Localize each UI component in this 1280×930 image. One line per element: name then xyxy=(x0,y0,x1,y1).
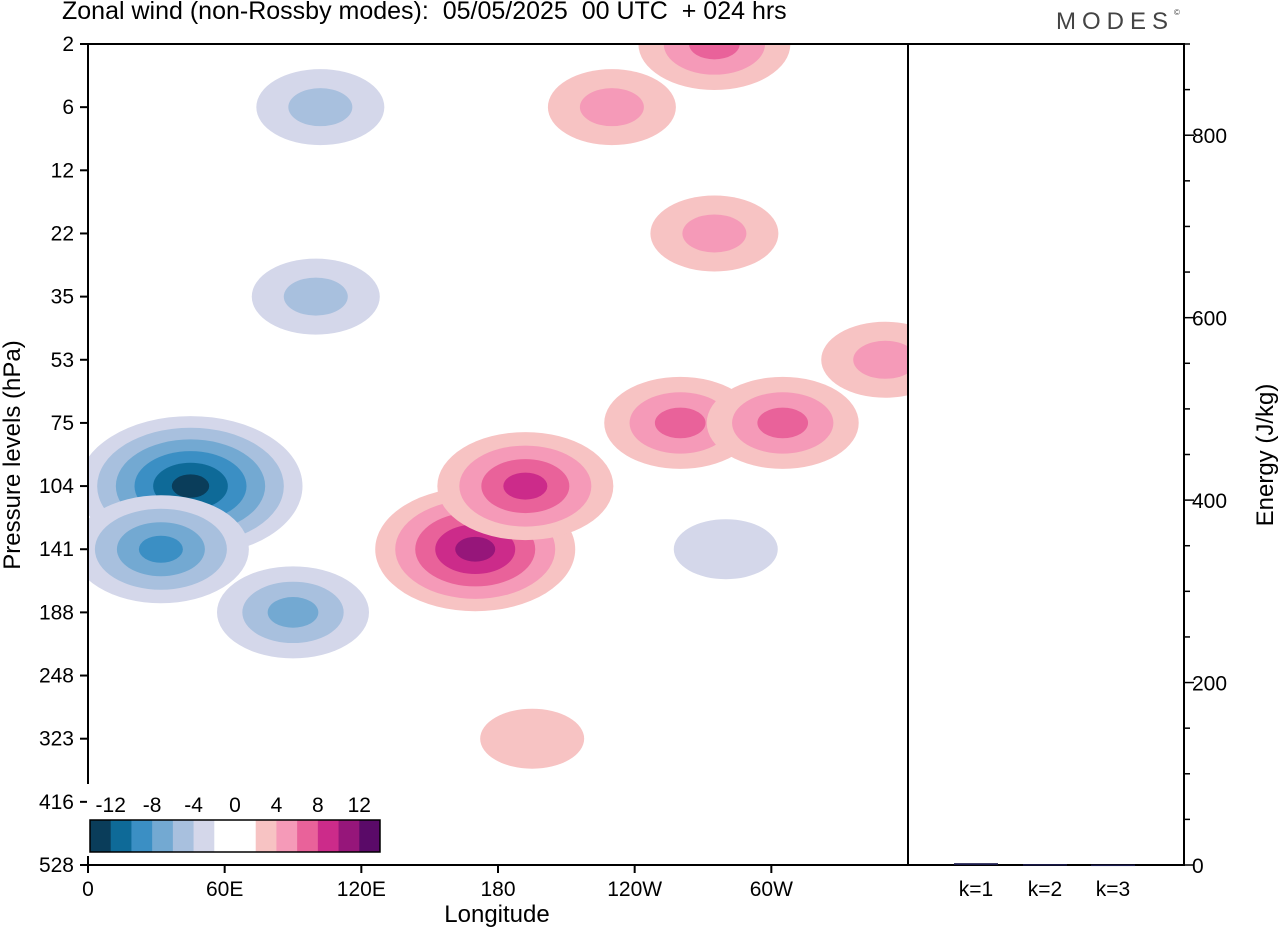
energy-tick-label: 400 xyxy=(1192,490,1227,513)
wind-anomaly-13 xyxy=(821,321,908,398)
x-tick-label: 120W xyxy=(607,878,662,901)
energy-plot-frame xyxy=(907,43,1185,866)
y-tick-label: 22 xyxy=(51,222,74,245)
colorbar-swatch xyxy=(338,820,360,852)
wind-anomaly-2 xyxy=(217,566,369,659)
energy-axis-label: Energy (J/kg) xyxy=(1252,384,1279,527)
wind-contour xyxy=(138,535,183,563)
y-tick-label: 248 xyxy=(39,665,74,688)
colorbar-swatch xyxy=(317,820,340,852)
colorbar-swatch xyxy=(255,820,277,852)
wind-anomaly-9 xyxy=(706,376,859,469)
wind-anomaly-10 xyxy=(547,69,676,146)
energy-category-label: k=3 xyxy=(1096,878,1130,901)
colorbar-swatch xyxy=(193,820,215,852)
y-tick-label: 416 xyxy=(39,791,74,814)
colorbar-swatch xyxy=(172,820,195,852)
colorbar-label: -8 xyxy=(143,794,162,817)
colorbar-swatch xyxy=(276,820,298,852)
energy-tick-label: 600 xyxy=(1192,308,1227,331)
y-tick-label: 188 xyxy=(39,601,74,624)
wind-anomaly-8 xyxy=(638,44,791,90)
wind-contour xyxy=(455,536,496,562)
wind-contour xyxy=(283,277,348,316)
wind-contour xyxy=(654,407,706,439)
energy-tick-label: 0 xyxy=(1192,855,1204,878)
x-axis-label: Longitude xyxy=(444,901,549,928)
y-axis-label: Pressure levels (hPa) xyxy=(0,340,26,569)
colorbar-label: 12 xyxy=(348,794,371,817)
wind-contour xyxy=(757,407,809,439)
x-tick-label: 60E xyxy=(206,878,243,901)
logo-mark: © xyxy=(1174,8,1180,17)
wind-anomaly-14 xyxy=(673,519,778,580)
wind-contour xyxy=(689,44,740,60)
y-tick-label: 35 xyxy=(51,286,74,309)
y-tick-label: 104 xyxy=(39,475,74,498)
energy-bar xyxy=(1091,864,1135,867)
y-tick-label: 53 xyxy=(51,349,74,372)
energy-axis: 0 200 400 600 800 xyxy=(1184,43,1227,878)
colorbar-frame xyxy=(89,819,381,853)
wind-contour xyxy=(267,597,319,628)
modes-logo: MODES© xyxy=(1056,8,1180,36)
x-tick-label: 60W xyxy=(750,878,793,901)
wind-anomaly-11 xyxy=(650,195,779,272)
x-tick-label: 0 xyxy=(82,878,94,901)
colorbar-label: -4 xyxy=(184,794,203,817)
colorbar-swatch xyxy=(297,820,319,852)
energy-bar xyxy=(954,863,998,865)
energy-bar xyxy=(1023,864,1067,866)
y-axis: 2 6 12 22 35 53 75 104 141 188 248 323 416 528 xyxy=(39,33,88,877)
wind-contour xyxy=(673,519,778,580)
colorbar-swatch xyxy=(214,820,236,852)
wind-anomaly-12 xyxy=(480,708,585,769)
energy-category-label: k=2 xyxy=(1028,878,1062,901)
wind-anomaly-3 xyxy=(251,258,380,335)
colorbar-swatch xyxy=(359,820,381,852)
energy-tick-label: 200 xyxy=(1192,673,1227,696)
energy-category-label: k=1 xyxy=(959,878,993,901)
colorbar-label: 0 xyxy=(229,794,241,817)
colorbar-swatch xyxy=(152,820,174,852)
energy-tick-label: 800 xyxy=(1192,125,1227,148)
y-tick-label: 12 xyxy=(51,159,74,182)
y-tick-label: 528 xyxy=(39,854,74,877)
chart-title: Zonal wind (non-Rossby modes): 05/05/202… xyxy=(62,0,787,25)
y-tick-label: 6 xyxy=(62,96,74,119)
colorbar-swatch xyxy=(131,820,153,852)
colorbar-swatch xyxy=(110,820,132,852)
wind-contour xyxy=(288,88,353,127)
wind-contour xyxy=(579,88,644,127)
logo-text: MODES xyxy=(1056,8,1175,35)
x-tick-label: 120E xyxy=(337,878,386,901)
colorbar-label: 8 xyxy=(312,794,324,817)
wind-field xyxy=(88,44,908,769)
x-axis: 0 60E 120E 180 120W 60W xyxy=(82,865,793,901)
colorbar-swatch xyxy=(90,820,112,852)
wind-anomaly-4 xyxy=(256,69,385,146)
wind-contour xyxy=(503,472,548,500)
wind-contour xyxy=(480,708,585,769)
y-tick-label: 75 xyxy=(51,412,74,435)
energy-bars: k=1 k=2 k=3 xyxy=(954,863,1135,901)
colorbar: -12 -8 -4 0 4 8 12 xyxy=(87,784,383,856)
wind-anomaly-6 xyxy=(437,432,614,541)
wind-contour xyxy=(682,214,747,253)
colorbar-label: -12 xyxy=(96,794,126,817)
colorbar-label: 4 xyxy=(271,794,283,817)
x-tick-label: 180 xyxy=(480,878,515,901)
y-tick-label: 323 xyxy=(39,728,74,751)
wind-contour xyxy=(853,340,908,379)
y-tick-label: 2 xyxy=(62,33,74,56)
wind-anomaly-1 xyxy=(88,495,249,604)
y-tick-label: 141 xyxy=(39,538,74,561)
wind-contour xyxy=(171,474,210,498)
colorbar-swatch xyxy=(235,820,257,852)
